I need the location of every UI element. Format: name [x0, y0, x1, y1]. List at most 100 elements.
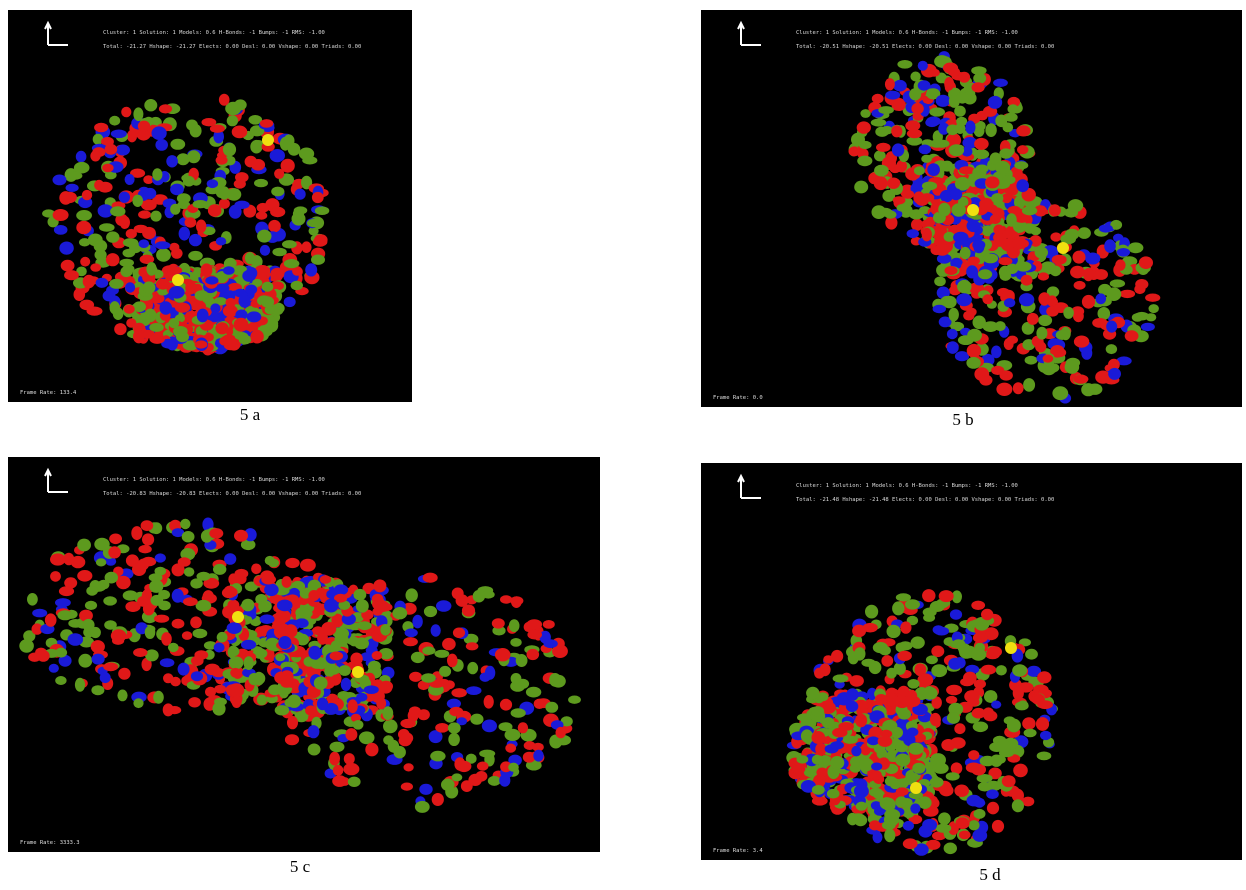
atom: [214, 643, 225, 653]
atom: [891, 125, 902, 137]
atom: [412, 615, 422, 629]
atom: [281, 159, 295, 173]
atom: [933, 305, 946, 313]
atom: [436, 600, 451, 612]
atom: [946, 772, 960, 780]
viewer-panel: Cluster: 1 Solution: 1 Models: 0.6 H-Bon…: [8, 457, 600, 852]
atom: [301, 241, 311, 253]
atom: [887, 178, 900, 189]
atom: [511, 708, 526, 718]
atom: [974, 809, 986, 819]
atom-highlight: [1005, 642, 1017, 654]
atom: [943, 63, 958, 74]
atom: [37, 650, 50, 662]
atom: [981, 665, 996, 675]
atom: [985, 651, 999, 660]
atom: [170, 184, 184, 196]
atom: [155, 241, 171, 249]
atom: [227, 115, 238, 126]
atom: [952, 203, 966, 216]
atom: [175, 303, 190, 313]
atom: [186, 120, 198, 131]
atom: [971, 66, 986, 75]
atom: [281, 679, 293, 688]
atom: [509, 619, 520, 632]
atom: [138, 210, 151, 218]
atom: [68, 619, 83, 628]
atom: [953, 232, 968, 243]
atom: [195, 290, 209, 301]
atom: [527, 649, 540, 660]
atom: [451, 688, 467, 697]
atom: [76, 221, 91, 234]
atom: [854, 784, 869, 798]
atom: [380, 624, 390, 636]
atom: [305, 705, 316, 715]
atom: [134, 225, 148, 233]
atom: [983, 707, 994, 717]
atom: [308, 590, 319, 601]
atom: [533, 750, 543, 762]
panel-caption: 5 b: [952, 410, 973, 429]
atom: [811, 706, 824, 717]
atom: [404, 763, 414, 771]
atom: [944, 843, 957, 855]
atom: [1110, 279, 1125, 287]
atom: [1106, 321, 1117, 333]
atom: [170, 139, 185, 150]
atom: [922, 182, 937, 191]
atom: [287, 695, 301, 708]
atom: [956, 293, 972, 306]
atom: [321, 622, 336, 636]
atom: [965, 121, 975, 135]
atom: [257, 230, 271, 243]
atom: [896, 593, 911, 601]
panel-caption: 5 a: [240, 405, 261, 424]
panel-caption: 5 d: [979, 865, 1001, 884]
atom: [197, 309, 209, 323]
atom: [284, 624, 297, 638]
atom: [492, 618, 505, 628]
atom: [812, 785, 825, 795]
atom: [45, 613, 57, 626]
atom: [922, 687, 937, 700]
atom: [145, 626, 156, 639]
atom: [403, 637, 418, 646]
atom: [1050, 232, 1061, 241]
atom: [308, 646, 320, 660]
atom: [905, 120, 920, 131]
atom: [549, 673, 561, 687]
atom: [235, 332, 249, 340]
atom: [106, 253, 120, 266]
atom: [53, 209, 69, 221]
atom: [928, 69, 940, 77]
atom: [315, 206, 329, 215]
atom: [314, 677, 328, 690]
atom: [415, 801, 430, 813]
atom: [59, 242, 73, 255]
atom: [869, 661, 882, 674]
atom: [1070, 266, 1085, 279]
atom: [109, 116, 120, 126]
atom: [452, 588, 464, 600]
atom: [993, 225, 1004, 236]
atom: [112, 637, 124, 645]
atom: [827, 789, 840, 799]
atom: [1024, 729, 1037, 738]
atom: [510, 638, 521, 647]
atom-highlight: [172, 274, 184, 286]
atom: [1073, 375, 1088, 384]
atom-highlight: [910, 782, 922, 794]
atom: [873, 642, 888, 653]
atom: [182, 631, 192, 640]
atom-highlight: [232, 611, 244, 623]
atom: [971, 648, 987, 660]
atom: [543, 639, 557, 648]
atom: [68, 633, 84, 646]
atom: [90, 263, 101, 271]
atom: [313, 237, 328, 247]
atom: [219, 186, 230, 200]
atom: [1025, 356, 1038, 365]
atom: [466, 686, 481, 695]
atom: [949, 144, 964, 156]
